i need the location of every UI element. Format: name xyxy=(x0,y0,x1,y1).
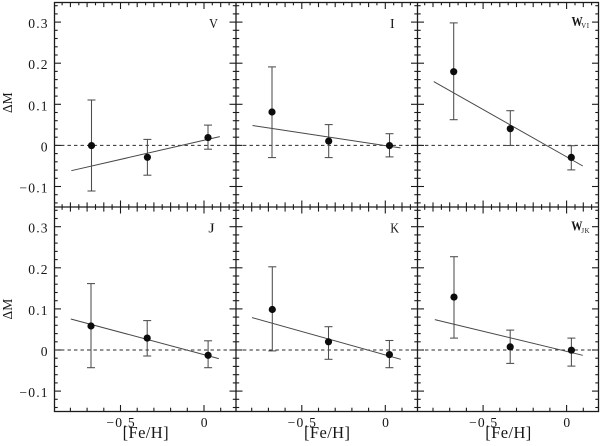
svg-text:−0.1: −0.1 xyxy=(19,385,48,400)
svg-text:W: W xyxy=(571,218,582,233)
svg-text:[Fe/H]: [Fe/H] xyxy=(304,423,350,442)
svg-text:0.3: 0.3 xyxy=(28,221,49,236)
svg-text:ΔM: ΔM xyxy=(0,92,15,113)
svg-text:JK: JK xyxy=(581,228,590,235)
svg-text:V: V xyxy=(209,16,218,31)
svg-text:−0.5: −0.5 xyxy=(106,415,135,430)
svg-text:−0.1: −0.1 xyxy=(19,181,48,196)
svg-text:−0.5: −0.5 xyxy=(469,415,498,430)
svg-text:ΔM: ΔM xyxy=(0,299,15,320)
svg-text:−0.5: −0.5 xyxy=(288,415,317,430)
svg-text:0: 0 xyxy=(201,415,208,430)
svg-text:0.1: 0.1 xyxy=(28,303,49,318)
svg-text:0: 0 xyxy=(382,415,389,430)
svg-text:VI: VI xyxy=(581,23,589,30)
svg-text:[Fe/H]: [Fe/H] xyxy=(485,423,531,442)
svg-text:I: I xyxy=(390,16,395,31)
svg-text:W: W xyxy=(572,14,583,29)
svg-text:K: K xyxy=(390,220,399,235)
svg-text:0.2: 0.2 xyxy=(28,57,49,72)
svg-text:0: 0 xyxy=(41,344,49,359)
svg-text:0.2: 0.2 xyxy=(28,262,49,277)
svg-text:0: 0 xyxy=(41,139,49,154)
svg-text:J: J xyxy=(208,220,215,235)
svg-text:[Fe/H]: [Fe/H] xyxy=(123,423,169,442)
svg-text:0.3: 0.3 xyxy=(28,16,49,31)
svg-text:0: 0 xyxy=(563,415,570,430)
svg-text:0.1: 0.1 xyxy=(28,98,49,113)
